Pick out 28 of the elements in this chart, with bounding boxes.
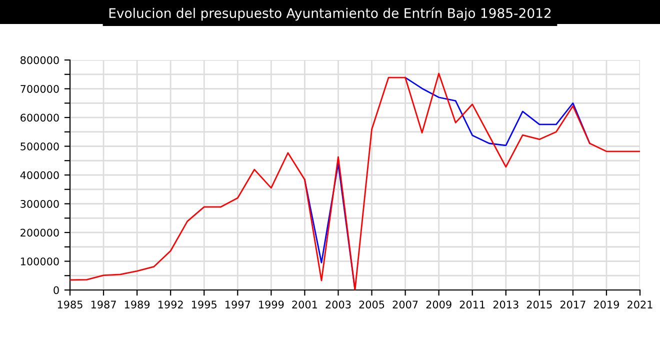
x-tick-label: 2009 [426,300,452,308]
x-tick-label: 1992 [158,300,183,308]
chart-title: Evolucion del presupuesto Ayuntamiento de Entrín Bajo 1985-2012 [109,7,551,21]
x-tick-label: 2021 [628,300,652,308]
y-tick-label: 500000 [20,142,59,150]
x-tick-label: 2017 [560,300,586,308]
x-tick-label: 2007 [392,300,418,308]
x-tick-label: 2001 [292,300,317,308]
x-tick-label: 1989 [124,300,150,308]
x-tick-label: 2005 [359,300,384,308]
x-tick-label: 1987 [91,300,116,308]
x-tick-label: 2011 [460,300,485,308]
x-tick-label: 2003 [326,300,351,308]
y-tick-label: 100000 [20,257,59,266]
y-tick-label: 400000 [20,171,59,180]
y-tick-label: 800000 [20,56,59,64]
x-tick-label: 1995 [192,300,216,308]
y-tick-label: 700000 [20,84,59,93]
y-tick-label: 0 [54,286,59,294]
x-tick-label: 1985 [58,300,82,308]
y-tick-label: 300000 [20,200,59,208]
y-tick-label: 600000 [20,114,59,122]
x-tick-label: 1997 [226,300,250,308]
x-tick-label: 2019 [594,300,619,308]
x-tick-label: 2013 [493,300,518,308]
y-tick-label: 200000 [20,228,59,237]
x-tick-label: 2015 [526,300,552,308]
x-tick-label: 1999 [259,300,284,308]
